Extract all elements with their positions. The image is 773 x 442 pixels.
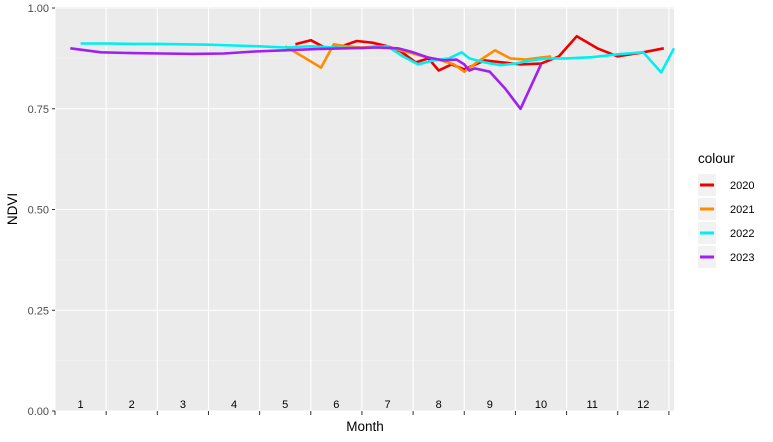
month-label: 8 <box>436 399 442 411</box>
month-label: 3 <box>180 399 186 411</box>
series-layer <box>70 34 676 111</box>
x-axis-title: Month <box>346 419 384 434</box>
y-tick-label: 0.75 <box>28 104 49 116</box>
legend-label-2023: 2023 <box>730 252 754 264</box>
month-label: 10 <box>535 399 547 411</box>
month-label: 12 <box>637 399 649 411</box>
y-tick-label: 0.50 <box>28 205 49 217</box>
month-label: 2 <box>129 399 135 411</box>
legend-label-2021: 2021 <box>730 204 754 216</box>
month-label: 9 <box>487 399 493 411</box>
month-label: 5 <box>282 399 288 411</box>
legend-title: colour <box>698 151 735 166</box>
month-label: 7 <box>384 399 390 411</box>
month-label: 6 <box>333 399 339 411</box>
series-line-2022 <box>80 42 676 74</box>
legend-label-2020: 2020 <box>730 180 754 192</box>
y-tick-label: 0.25 <box>28 305 49 317</box>
month-label: 11 <box>586 399 597 411</box>
legend: colour 2020 2021 2022 2023 <box>698 151 754 268</box>
legend-label-2022: 2022 <box>730 228 754 240</box>
series-line-2023 <box>70 46 543 111</box>
y-axis-title: NDVI <box>5 193 20 225</box>
y-tick-label: 0.00 <box>28 406 49 418</box>
y-tick-layer: 0.00 0.25 0.50 0.75 1.00 <box>28 3 670 418</box>
month-label: 4 <box>231 399 237 411</box>
month-label-layer: 1 2 3 4 5 6 7 8 9 10 11 12 <box>78 399 650 411</box>
y-tick-label: 1.00 <box>28 3 49 15</box>
month-label: 1 <box>78 399 84 411</box>
